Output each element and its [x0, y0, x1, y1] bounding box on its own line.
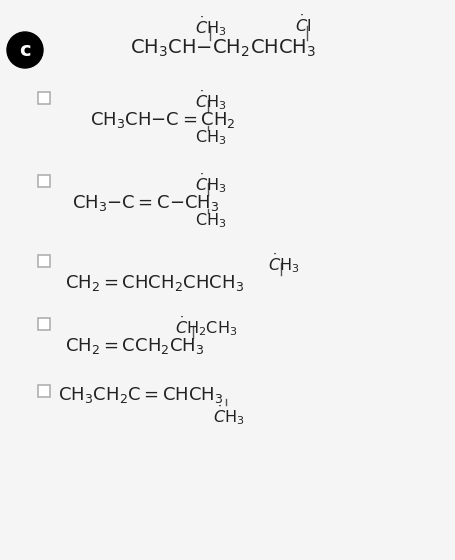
Text: CH$_2$$=$CHCH$_2$CHCH$_3$: CH$_2$$=$CHCH$_2$CHCH$_3$ — [65, 273, 244, 293]
Text: CH$_3$CH$-$CH$_2$CHCH$_3$: CH$_3$CH$-$CH$_2$CHCH$_3$ — [130, 38, 316, 59]
Text: CH$_3$: CH$_3$ — [195, 211, 227, 230]
Text: $\dot{C}$H$_3$: $\dot{C}$H$_3$ — [195, 171, 227, 195]
Text: $\dot{C}$H$_3$: $\dot{C}$H$_3$ — [213, 403, 244, 427]
Text: CH$_3$: CH$_3$ — [195, 128, 227, 147]
Circle shape — [7, 32, 43, 68]
Text: CH$_3$CH$_2$C$=$CHCH$_3$: CH$_3$CH$_2$C$=$CHCH$_3$ — [58, 385, 223, 405]
Text: $\dot{C}$H$_3$: $\dot{C}$H$_3$ — [268, 251, 299, 275]
FancyBboxPatch shape — [38, 92, 50, 104]
FancyBboxPatch shape — [38, 385, 50, 397]
Text: CH$_3$CH$-$C$=$CH$_2$: CH$_3$CH$-$C$=$CH$_2$ — [90, 110, 236, 130]
Text: $\dot{C}$H$_3$: $\dot{C}$H$_3$ — [195, 88, 227, 112]
FancyBboxPatch shape — [38, 318, 50, 330]
Text: $\dot{C}$H$_2$CH$_3$: $\dot{C}$H$_2$CH$_3$ — [175, 314, 238, 338]
Text: CH$_3$$-$C$=$C$-$CH$_3$: CH$_3$$-$C$=$C$-$CH$_3$ — [72, 193, 219, 213]
Text: CH$_2$$=$CCH$_2$CH$_3$: CH$_2$$=$CCH$_2$CH$_3$ — [65, 336, 204, 356]
Text: $\dot{C}$l: $\dot{C}$l — [295, 14, 311, 35]
Text: $\dot{C}$H$_3$: $\dot{C}$H$_3$ — [195, 14, 227, 38]
FancyBboxPatch shape — [38, 255, 50, 267]
FancyBboxPatch shape — [38, 175, 50, 187]
Text: c: c — [19, 40, 31, 59]
